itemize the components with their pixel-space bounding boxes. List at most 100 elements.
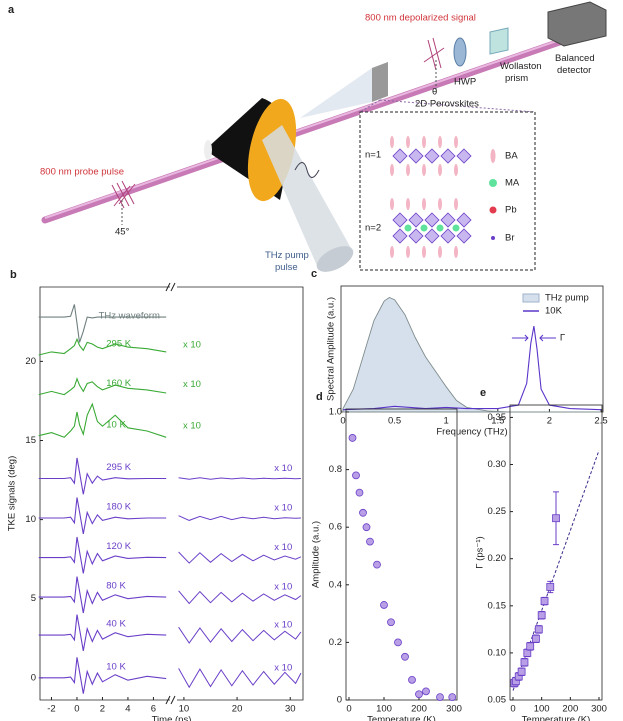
panel-label: c: [311, 268, 317, 280]
x-tick-label: -2: [47, 704, 55, 715]
ba: [422, 164, 426, 176]
y-tick-label: 1.0: [329, 407, 342, 418]
point: [401, 652, 409, 661]
series-name: 160 K: [106, 378, 131, 389]
x-axis-label: Temperature (K): [367, 715, 436, 721]
legend-label: 10K: [545, 306, 563, 317]
y-tick-label: 0.10: [488, 647, 507, 658]
x-tick-label: 300: [446, 704, 462, 715]
hwp: [453, 37, 467, 67]
point: [517, 667, 526, 676]
ba: [390, 198, 394, 210]
octahedron: [408, 212, 424, 228]
y-tick-label: 0.15: [488, 600, 507, 611]
octahedron: [440, 212, 456, 228]
legend-label: THz pump: [545, 293, 589, 304]
zoom-lines: [359, 99, 536, 113]
trace: [38, 377, 167, 396]
annotation: Γ: [560, 333, 565, 344]
point: [355, 488, 364, 497]
x-axis-label: Temperature (K): [522, 715, 591, 721]
ma: [420, 224, 428, 232]
point: [552, 514, 560, 523]
trace-long: [178, 551, 302, 564]
scale-label: x 10: [274, 620, 292, 631]
series-name: 10 K: [106, 661, 126, 672]
ba: [406, 136, 410, 148]
y-tick-label: 0.30: [488, 459, 507, 470]
y-tick-label: 0.35: [488, 412, 507, 423]
x-tick-label: 200: [411, 704, 427, 715]
scale-label: x 10: [183, 379, 201, 390]
octahedron: [392, 212, 408, 228]
beam-highlight: [44, 25, 601, 219]
ba: [438, 246, 442, 258]
legend-label: BA: [505, 151, 518, 162]
ba: [406, 198, 410, 210]
ba: [390, 246, 394, 258]
ba: [438, 164, 442, 176]
y-tick-label: 0.4: [329, 579, 342, 590]
point: [415, 690, 423, 699]
point: [362, 523, 371, 532]
inset-box: [359, 111, 536, 271]
trace: [38, 304, 167, 343]
legend-label: MA: [505, 178, 520, 189]
y-axis-label: TKE signals (deg): [7, 456, 18, 532]
point: [534, 625, 543, 634]
ba: [422, 246, 426, 258]
point: [359, 508, 367, 517]
prism-line: prism: [505, 73, 528, 84]
trace: [38, 576, 167, 614]
point: [436, 693, 444, 702]
series-name: 180 K: [106, 502, 131, 513]
series-name: 295 K: [106, 339, 131, 350]
x-tick-label: 10: [179, 704, 190, 715]
trace: [38, 457, 167, 495]
x-axis-label: Time (ps): [152, 715, 192, 721]
point: [352, 471, 360, 480]
point: [422, 687, 430, 696]
axis-break: [165, 282, 176, 705]
y-axis-label: Amplitude (a.u.): [311, 521, 322, 588]
plot-frame: [39, 286, 304, 701]
ba: [406, 246, 410, 258]
scale-label: x 10: [183, 340, 201, 351]
x-tick-label: 1.5: [491, 416, 504, 427]
y-tick-label: 5: [31, 593, 36, 604]
point: [408, 675, 416, 684]
trace: [38, 657, 167, 694]
prism-label: Wollaston prism: [500, 61, 542, 84]
ba: [390, 136, 394, 148]
x-tick-label: 4: [125, 704, 130, 715]
plot-frame: [509, 404, 603, 701]
x-tick-label: 200: [562, 704, 578, 715]
legend-br: [491, 236, 495, 240]
trace-long: [178, 668, 302, 689]
panel-label: d: [316, 391, 323, 403]
lattice: [390, 136, 472, 258]
scale-label: x 10: [274, 582, 292, 593]
point: [394, 638, 402, 647]
trace: [38, 402, 167, 438]
point: [526, 642, 535, 651]
x-tick-label: 100: [534, 704, 550, 715]
y-tick-label: 0.6: [329, 522, 342, 533]
schematic: a 800 nm probe pulse 45° THz pump pulse θ…: [8, 1, 607, 273]
area: [342, 296, 601, 413]
y-tick-label: 20: [25, 356, 36, 367]
point: [380, 601, 388, 609]
pump-line: pulse: [275, 262, 298, 273]
point: [540, 597, 549, 605]
detector-line: detector: [557, 65, 591, 76]
prism-line: Wollaston: [500, 61, 542, 72]
ba: [438, 198, 442, 210]
octahedron: [392, 148, 408, 164]
octahedron: [392, 228, 408, 244]
octahedron: [424, 228, 440, 244]
detector: [547, 1, 607, 47]
signal-label: 800 nm depolarized signal: [365, 13, 476, 24]
panel-label: e: [480, 387, 486, 399]
